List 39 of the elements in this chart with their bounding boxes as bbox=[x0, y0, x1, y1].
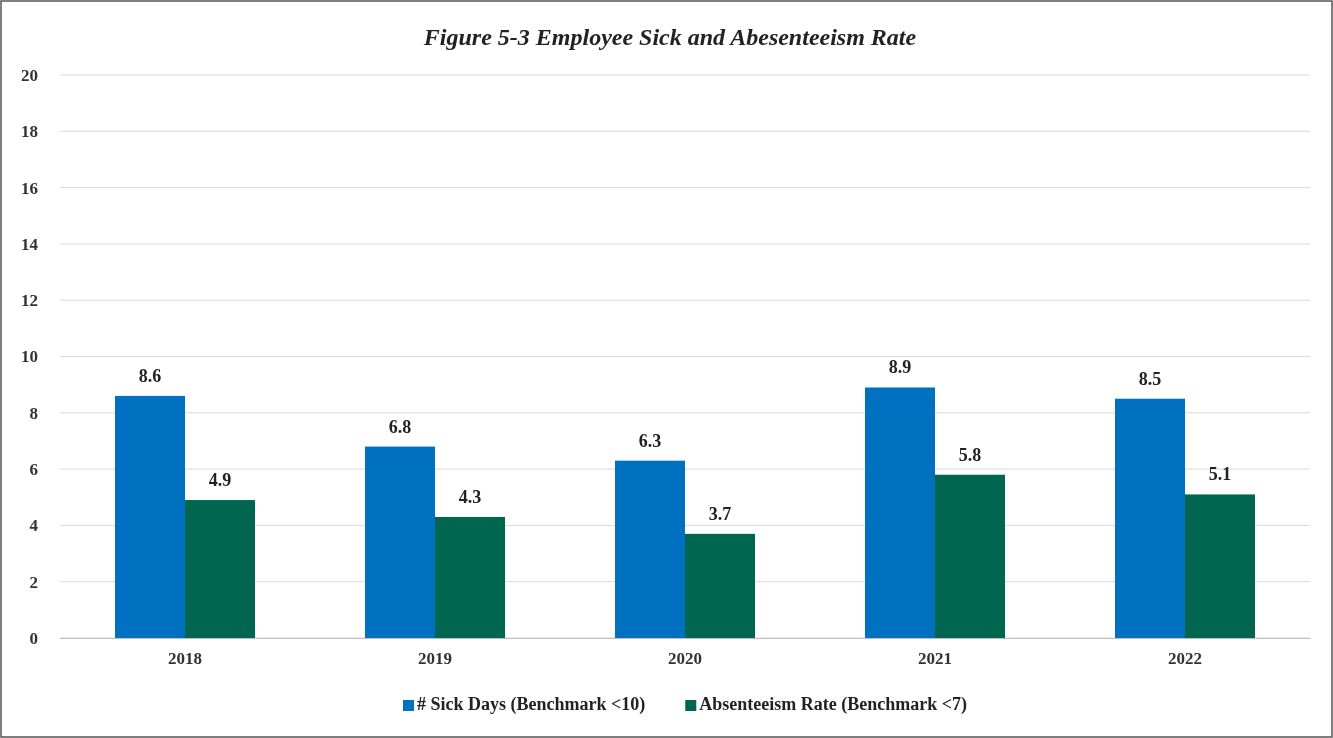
bar bbox=[865, 387, 935, 638]
data-label: 8.9 bbox=[888, 357, 912, 378]
bar bbox=[435, 516, 505, 638]
bar bbox=[1185, 494, 1255, 638]
y-tick-label: 16 bbox=[21, 178, 38, 198]
data-label: 5.1 bbox=[1208, 464, 1232, 485]
y-tick-label: 18 bbox=[21, 122, 38, 142]
y-tick-label: 10 bbox=[21, 347, 38, 367]
y-tick-label: 20 bbox=[21, 65, 38, 85]
x-tick-label: 2020 bbox=[668, 649, 702, 669]
bar bbox=[615, 460, 685, 638]
bar bbox=[1115, 398, 1185, 638]
y-tick-label: 6 bbox=[29, 460, 38, 480]
y-tick-label: 2 bbox=[29, 572, 38, 592]
x-tick-label: 2018 bbox=[168, 649, 202, 669]
data-label: 4.3 bbox=[458, 486, 482, 507]
y-tick-label: 8 bbox=[29, 403, 38, 423]
bar bbox=[365, 446, 435, 638]
data-label: 8.5 bbox=[1138, 368, 1162, 389]
data-label: 4.9 bbox=[208, 470, 232, 491]
x-tick-label: 2021 bbox=[918, 649, 952, 669]
x-tick-label: 2022 bbox=[1168, 649, 1202, 669]
data-label: 5.8 bbox=[958, 444, 982, 465]
data-label: 6.3 bbox=[638, 430, 662, 451]
data-label: 6.8 bbox=[388, 416, 412, 437]
bar bbox=[185, 500, 255, 638]
legend-label: # Sick Days (Benchmark <10) bbox=[417, 694, 646, 715]
data-label: 3.7 bbox=[708, 503, 732, 524]
legend-label: Absenteeism Rate (Benchmark <7) bbox=[699, 694, 967, 715]
x-tick-label: 2019 bbox=[418, 649, 452, 669]
bar bbox=[115, 395, 185, 638]
data-label: 8.6 bbox=[138, 365, 162, 386]
y-tick-label: 0 bbox=[29, 628, 38, 648]
y-tick-label: 14 bbox=[21, 234, 39, 254]
bar bbox=[685, 533, 755, 638]
y-tick-label: 12 bbox=[21, 291, 38, 311]
bar bbox=[935, 474, 1005, 638]
y-tick-label: 4 bbox=[29, 516, 39, 536]
chart-title: Figure 5-3 Employee Sick and Abesenteeism Rate bbox=[422, 24, 917, 50]
